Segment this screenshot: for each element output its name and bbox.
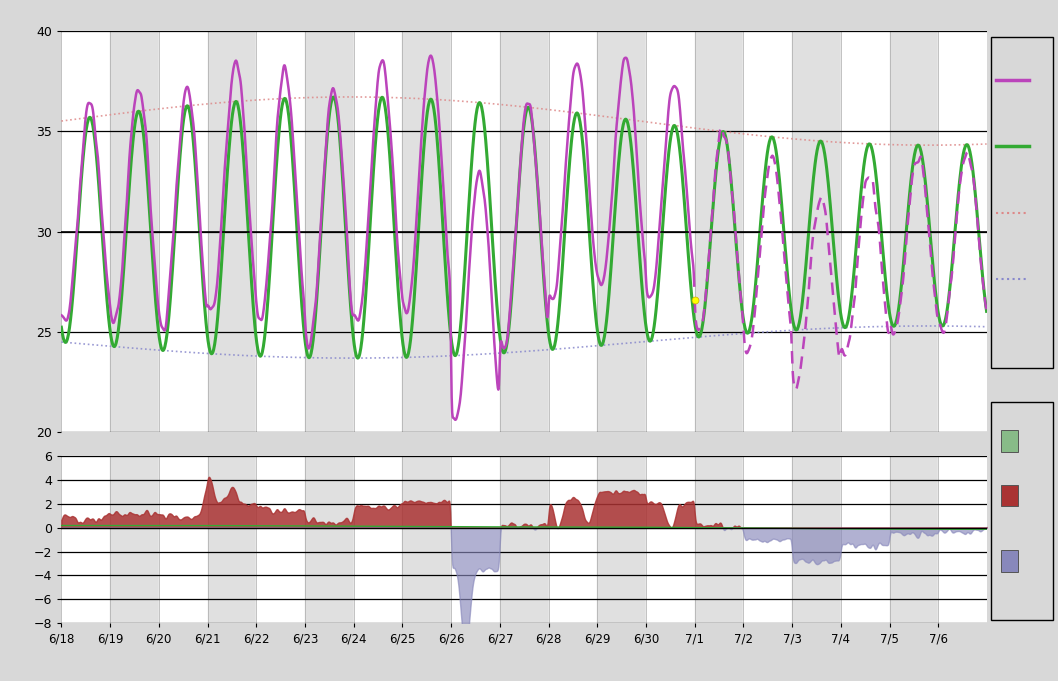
Bar xyxy=(256,456,305,623)
Bar xyxy=(598,456,646,623)
Bar xyxy=(353,31,402,432)
Bar xyxy=(1001,430,1018,452)
Bar xyxy=(110,31,159,432)
Bar xyxy=(402,31,451,432)
Bar xyxy=(61,456,110,623)
Bar xyxy=(646,456,695,623)
Bar xyxy=(305,31,353,432)
Bar xyxy=(207,31,256,432)
Bar xyxy=(841,456,890,623)
Bar xyxy=(695,456,744,623)
Bar xyxy=(159,456,207,623)
Bar xyxy=(841,31,890,432)
Bar xyxy=(61,31,110,432)
Bar xyxy=(1001,485,1018,507)
Bar xyxy=(305,456,353,623)
Bar xyxy=(646,31,695,432)
Bar xyxy=(695,31,744,432)
Bar xyxy=(890,31,938,432)
Bar xyxy=(110,456,159,623)
Bar xyxy=(451,31,499,432)
Bar xyxy=(499,456,549,623)
Bar xyxy=(159,31,207,432)
Bar xyxy=(792,31,841,432)
Bar xyxy=(938,31,987,432)
Bar xyxy=(549,31,598,432)
Bar xyxy=(792,456,841,623)
Bar xyxy=(256,31,305,432)
Bar xyxy=(598,31,646,432)
Bar xyxy=(402,456,451,623)
Bar xyxy=(744,456,792,623)
Bar xyxy=(744,31,792,432)
Bar xyxy=(890,456,938,623)
Bar xyxy=(549,456,598,623)
Bar xyxy=(207,456,256,623)
Bar xyxy=(499,31,549,432)
Bar xyxy=(451,456,499,623)
Bar xyxy=(1001,550,1018,572)
Bar xyxy=(353,456,402,623)
Bar xyxy=(938,456,987,623)
